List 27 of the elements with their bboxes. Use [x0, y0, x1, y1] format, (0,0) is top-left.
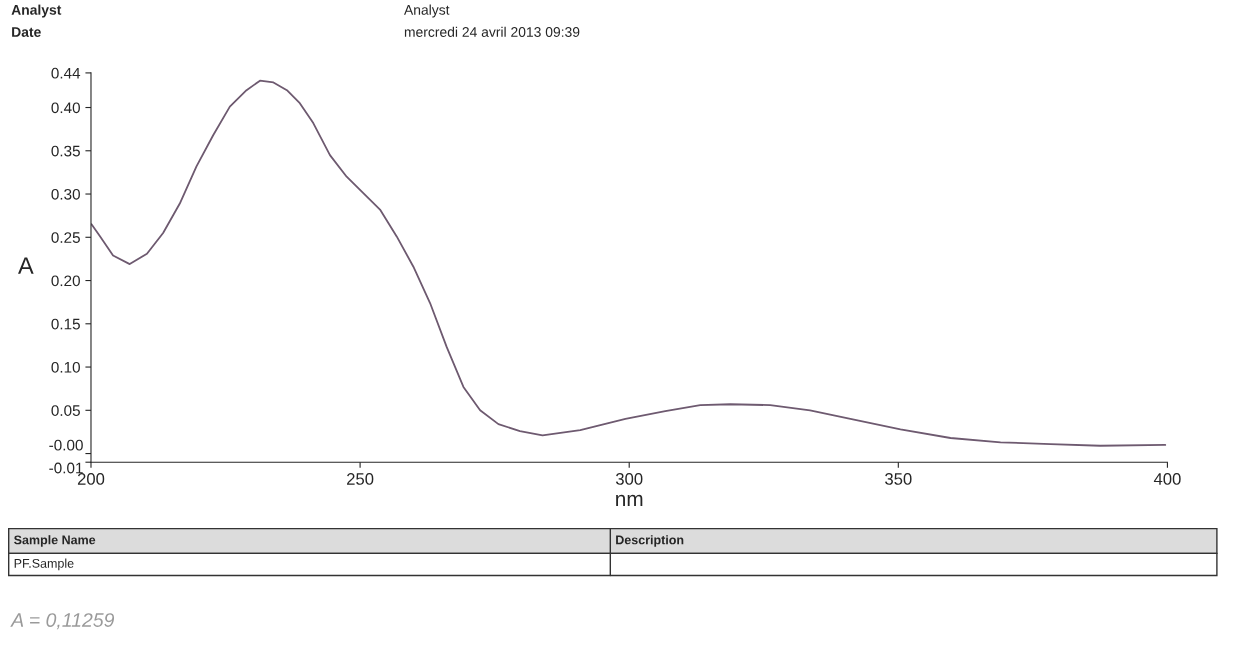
y-tick-label: 0.10 — [51, 361, 80, 373]
y-tick-label: 0.44 — [51, 67, 81, 79]
text: mercredi 24 avril 2013 09:39 — [404, 26, 580, 37]
y-tick-label: 0.20 — [51, 275, 80, 287]
text: Analyst — [11, 4, 62, 18]
y-tick-label: -0.00 — [49, 439, 83, 451]
y-tick-label: 0.05 — [51, 405, 80, 416]
text: Date — [12, 27, 41, 37]
y-tick-label: 0.35 — [51, 145, 80, 157]
y-tick-label: -0.01 — [49, 462, 83, 474]
x-axis-title: nm — [616, 494, 643, 507]
line-series — [90, 79, 1167, 447]
y-tick-label: 0.40 — [51, 102, 80, 114]
x-tick-label: 200 — [77, 473, 105, 485]
x-tick-label: 300 — [615, 473, 643, 485]
y-tick-label: 0.15 — [51, 318, 80, 330]
x-tick-label: 350 — [885, 473, 912, 485]
x-tick-label: 250 — [347, 473, 374, 485]
y-tick-label: 0.30 — [51, 188, 80, 200]
text: Analyst — [404, 4, 450, 18]
y-tick-label: 0.25 — [51, 232, 80, 243]
text: PF.Sample — [14, 558, 74, 571]
text: A = 0,11259 — [10, 613, 115, 630]
text: Description — [616, 535, 684, 547]
x-tick-label: 400 — [1153, 473, 1181, 485]
text: Sample Name — [14, 535, 96, 547]
y-axis-title: A — [18, 257, 34, 274]
